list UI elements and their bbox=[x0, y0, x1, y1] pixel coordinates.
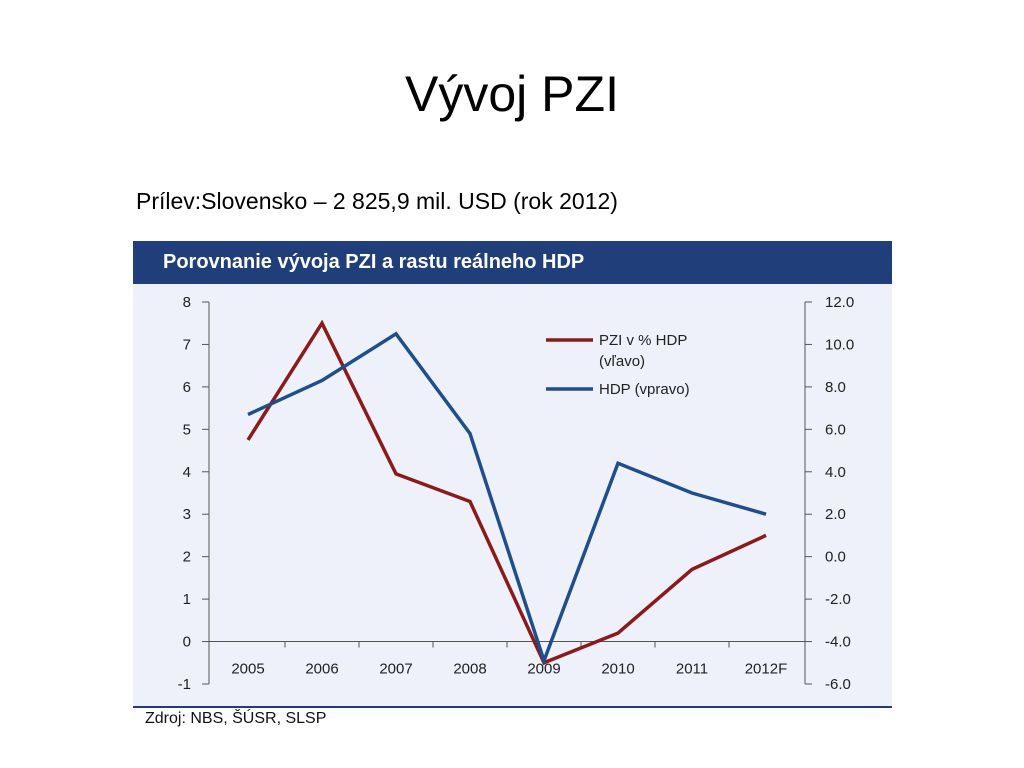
x-tick-label: 2011 bbox=[676, 661, 708, 678]
right-tick-label: 8.0 bbox=[825, 379, 846, 396]
right-tick-label: 10.0 bbox=[825, 336, 854, 353]
legend-label: PZI v % HDP bbox=[599, 332, 687, 349]
slide-title: Vývoj PZI bbox=[405, 66, 619, 122]
line-chart: 8 7 6 5 4 3 2 1 0 -1 12.0 10.0 8.0 6.0 4.0 2.0 0.0 -2.0 -4… bbox=[178, 294, 855, 693]
right-tick-label: 2.0 bbox=[825, 506, 846, 523]
left-tick-label: 3 bbox=[183, 506, 191, 523]
x-tick-label: 2009 bbox=[527, 661, 560, 678]
right-tick-label: -2.0 bbox=[825, 591, 851, 608]
left-tick-label: 4 bbox=[183, 464, 191, 481]
slide-subtitle: Prílev:Slovensko – 2 825,9 mil. USD (rok… bbox=[136, 188, 618, 214]
chart-series bbox=[246, 319, 767, 666]
chart-panel: Porovnanie vývoja PZI a rastu reálneho H… bbox=[133, 241, 892, 707]
left-tick-label: 1 bbox=[183, 591, 191, 608]
left-tick-label: 8 bbox=[183, 294, 191, 311]
right-tick-label: 6.0 bbox=[825, 421, 846, 438]
left-tick-label: -1 bbox=[178, 676, 191, 693]
right-tick-label: 12.0 bbox=[825, 294, 854, 311]
right-tick-label: 4.0 bbox=[825, 464, 846, 481]
left-tick-label: 6 bbox=[183, 379, 191, 396]
right-tick-label: -6.0 bbox=[825, 676, 851, 693]
x-tick-label: 2012F bbox=[745, 661, 788, 678]
legend-label-line2: (vľavo) bbox=[599, 353, 645, 370]
x-tick-label: 2005 bbox=[231, 661, 264, 678]
source-divider bbox=[133, 706, 892, 708]
chart-source: Zdroj: NBS, ŠÚSR, SLSP bbox=[145, 710, 327, 727]
series-line-pzi bbox=[246, 319, 767, 666]
x-tick-label: 2006 bbox=[305, 661, 338, 678]
x-tick-label: 2008 bbox=[453, 661, 486, 678]
x-tick-label: 2007 bbox=[379, 661, 412, 678]
left-tick-label: 2 bbox=[183, 549, 191, 566]
chart-legend: PZI v % HDP (vľavo) HDP (vpravo) bbox=[546, 332, 690, 398]
right-tick-label: 0.0 bbox=[825, 549, 846, 566]
left-tick-label: 0 bbox=[183, 634, 191, 651]
chart-axes: 8 7 6 5 4 3 2 1 0 -1 12.0 10.0 8.0 6.0 4.0 2.0 0.0 -2.0 -4… bbox=[178, 294, 855, 693]
legend-label: HDP (vpravo) bbox=[599, 381, 690, 398]
left-tick-label: 7 bbox=[183, 336, 191, 353]
series-line-hdp bbox=[247, 331, 767, 666]
x-tick-label: 2010 bbox=[601, 661, 634, 678]
right-tick-label: -4.0 bbox=[825, 634, 851, 651]
chart-title: Porovnanie vývoja PZI a rastu reálneho H… bbox=[133, 241, 892, 284]
left-tick-label: 5 bbox=[183, 421, 191, 438]
